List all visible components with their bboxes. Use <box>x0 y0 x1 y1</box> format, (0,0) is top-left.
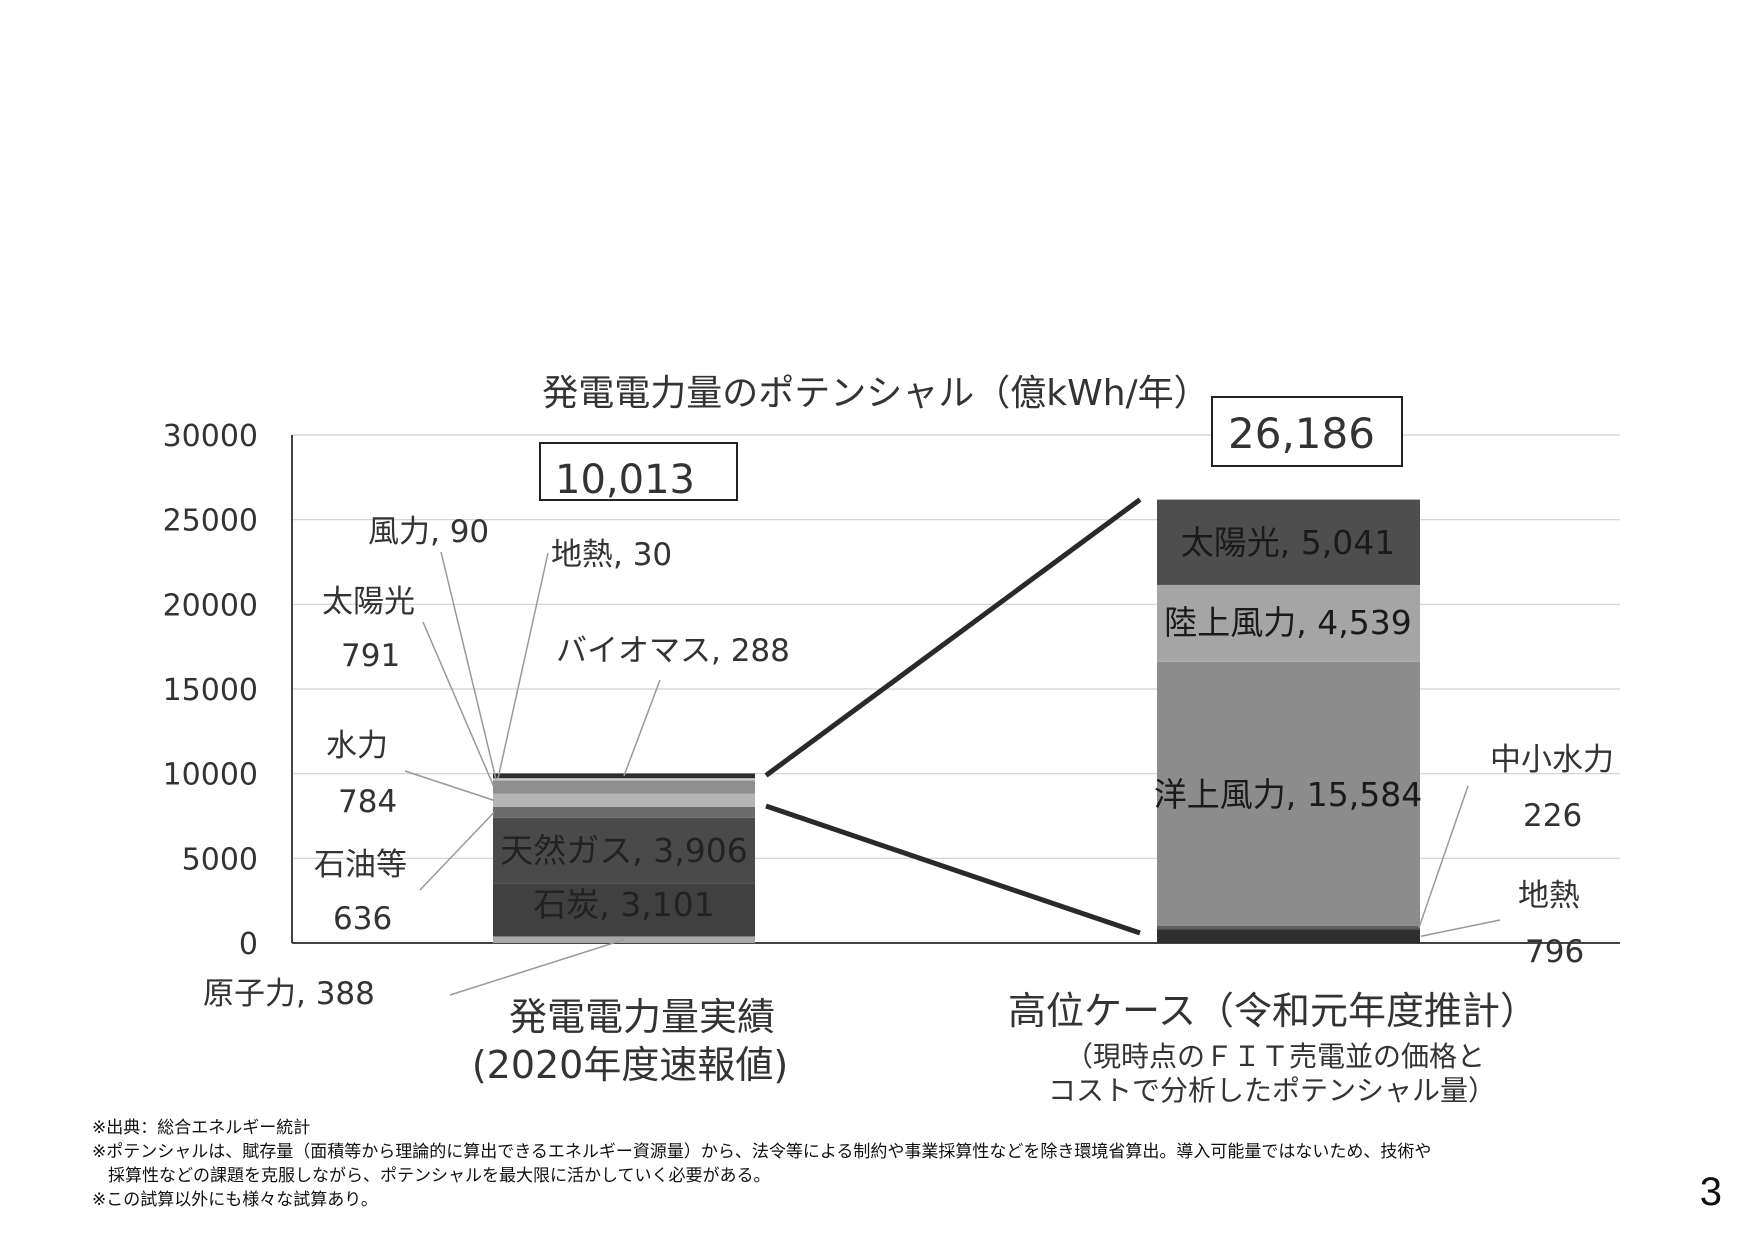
segment-label-small-hydro-name: 中小水力 <box>1490 742 1614 778</box>
segment-label-solar-actual-name: 太陽光 <box>322 584 415 620</box>
category-label-actual: 発電電力量実績 <box>509 995 775 1039</box>
total-label-high: 26,186 <box>1228 409 1375 458</box>
y-tick-label: 20000 <box>163 588 258 623</box>
bar-segment-1-5 <box>493 780 755 794</box>
bar-segment-2-3 <box>1157 584 1420 662</box>
bar-segment-2-2 <box>1157 661 1420 926</box>
bar-segment-1-8 <box>493 773 755 779</box>
leader-biomass <box>623 679 661 777</box>
segment-label-onshore-wind: 陸上風力, 4,539 <box>1164 603 1411 642</box>
segment-label-biomass: バイオマス, 288 <box>556 633 790 669</box>
segment-label-nuclear: 原子力, 388 <box>203 976 375 1012</box>
segment-label-geothermal-high-value: 796 <box>1525 934 1584 970</box>
segment-label-solar-actual-value: 791 <box>341 638 400 674</box>
segment-label-coal: 石炭, 3,101 <box>533 885 714 924</box>
footnotes: ※出典：総合エネルギー統計 ※ポテンシャルは、賦存量（面積等から理論的に算出でき… <box>92 1116 1431 1212</box>
bar-segment-1-3 <box>493 807 755 818</box>
segment-label-wind-actual: 風力, 90 <box>368 514 489 550</box>
bar-segment-2-4 <box>1157 499 1420 585</box>
segment-label-oil-name: 石油等 <box>314 847 407 883</box>
leader-nuclear <box>449 939 625 996</box>
category-sub-actual: (2020年度速報値) <box>472 1043 788 1087</box>
segment-label-gas: 天然ガス, 3,906 <box>500 831 747 870</box>
segment-label-geothermal-high-name: 地熱 <box>1518 878 1580 914</box>
category-sub1-high: （現時点のＦＩＴ売電並の価格と <box>1065 1040 1485 1073</box>
total-box-high <box>1211 396 1403 467</box>
leader-small-hydro <box>1418 785 1469 928</box>
bar-segment-1-4 <box>493 793 755 808</box>
page-number: 3 <box>1699 1170 1722 1214</box>
leader-solar-actual <box>422 621 495 788</box>
chart-title: 発電電力量のポテンシャル（億kWh/年） <box>542 373 1209 414</box>
labels: 10,013 26,186 天然ガス, 3,906 石炭, 3,101 太陽光, 5,0… <box>203 396 1614 1107</box>
bar-segment-1-6 <box>493 778 755 781</box>
footnote-other: ※この試算以外にも様々な試算あり。 <box>92 1190 378 1210</box>
bar-segment-1-7 <box>493 778 755 779</box>
segment-label-hydro-name: 水力 <box>326 728 388 764</box>
total-label-actual: 10,013 <box>555 457 695 503</box>
footnote-potential-cont: 採算性などの課題を克服しながら、ポテンシャルを最大限に活かしていく必要がある。 <box>108 1166 771 1186</box>
footnote-potential: ※ポテンシャルは、賦存量（面積等から理論的に算出できるエネルギー資源量）から、法… <box>92 1142 1432 1162</box>
bar-segment-1-1 <box>493 883 755 937</box>
connector-line-top <box>764 497 1142 778</box>
category-sub2-high: コストで分析したポテンシャル量） <box>1048 1074 1496 1107</box>
leader-geothermal-high <box>1420 919 1501 937</box>
segment-label-solar-high: 太陽光, 5,041 <box>1181 523 1395 562</box>
segment-label-geothermal-actual: 地熱, 30 <box>551 537 672 573</box>
y-tick-label: 10000 <box>163 758 258 793</box>
segment-label-hydro-value: 784 <box>338 784 397 820</box>
y-tick-label: 5000 <box>182 842 258 877</box>
y-tick-label: 15000 <box>163 673 258 708</box>
segment-label-small-hydro-value: 226 <box>1523 798 1582 834</box>
grid-lines <box>292 434 1620 944</box>
y-axis: 30000 25000 20000 15000 10000 5000 0 <box>163 419 1620 962</box>
connector-line-bottom <box>765 803 1141 936</box>
bar-segment-1-2 <box>493 817 755 884</box>
footnote-source: ※出典：総合エネルギー統計 <box>92 1118 311 1138</box>
y-tick-label: 25000 <box>163 504 258 539</box>
segment-label-oil-value: 636 <box>333 901 392 937</box>
total-box-actual <box>539 442 738 501</box>
segment-label-offshore-wind: 洋上風力, 15,584 <box>1154 775 1422 814</box>
leader-wind-actual <box>440 551 497 780</box>
leader-geothermal-actual <box>497 552 549 779</box>
y-tick-label: 0 <box>239 927 258 962</box>
leader-hydro <box>404 770 495 802</box>
category-label-high: 高位ケース（令和元年度推計） <box>1008 989 1538 1033</box>
bar-segment-2-0 <box>1157 929 1420 943</box>
leader-oil <box>419 811 495 891</box>
bar-segment-2-1 <box>1157 925 1420 930</box>
inner-labels-actual: 天然ガス, 3,906 石炭, 3,101 <box>500 831 747 924</box>
y-tick-label: 30000 <box>163 419 258 454</box>
